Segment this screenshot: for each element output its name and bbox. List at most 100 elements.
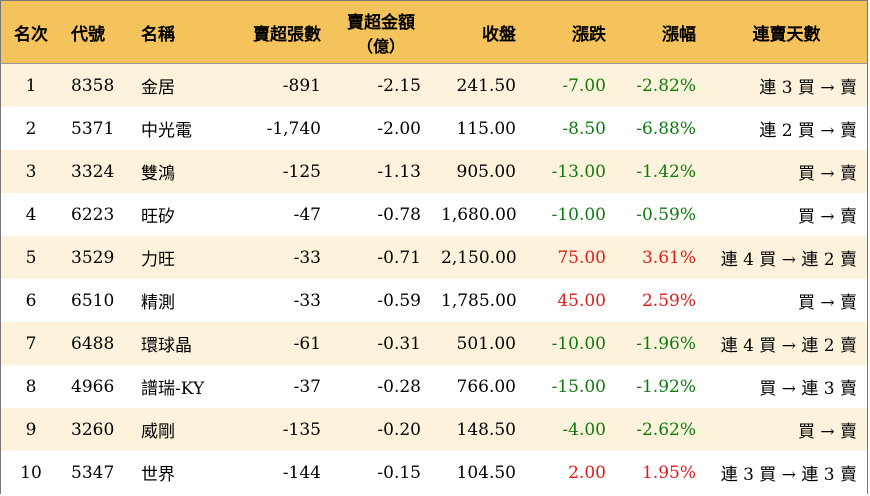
- cell-change-pct: -1.96%: [616, 322, 706, 365]
- cell-streak: 連 2 買 → 賣: [706, 107, 867, 150]
- cell-change: 75.00: [526, 236, 616, 279]
- cell-close: 104.50: [431, 451, 526, 494]
- cell-change-pct: -2.62%: [616, 408, 706, 451]
- cell-rank: 10: [1, 451, 61, 494]
- cell-code: 3260: [61, 408, 131, 451]
- cell-sell-sheets: -135: [226, 408, 331, 451]
- cell-streak: 買 → 賣: [706, 408, 867, 451]
- cell-sell-sheets: -33: [226, 236, 331, 279]
- cell-sell-amount: -1.13: [331, 150, 431, 193]
- cell-code: 3324: [61, 150, 131, 193]
- cell-code: 6488: [61, 322, 131, 365]
- header-sell-amount-line2: （億）: [356, 36, 405, 56]
- cell-rank: 2: [1, 107, 61, 150]
- cell-streak: 連 3 買 → 賣: [706, 63, 867, 107]
- cell-streak: 買 → 賣: [706, 150, 867, 193]
- cell-change: -15.00: [526, 365, 616, 408]
- cell-close: 1,680.00: [431, 193, 526, 236]
- cell-rank: 8: [1, 365, 61, 408]
- cell-streak: 連 4 買 → 連 2 賣: [706, 236, 867, 279]
- cell-change-pct: -2.82%: [616, 63, 706, 107]
- table-row[interactable]: 5 3529 力旺 -33 -0.71 2,150.00 75.00 3.61% 連 4 買 →…: [1, 236, 867, 279]
- cell-change-pct: -1.42%: [616, 150, 706, 193]
- header-sell-sheets[interactable]: 賣超張數: [226, 1, 331, 64]
- cell-rank: 5: [1, 236, 61, 279]
- header-name[interactable]: 名稱: [131, 1, 226, 64]
- cell-sell-sheets: -33: [226, 279, 331, 322]
- cell-streak: 買 → 賣: [706, 193, 867, 236]
- cell-streak: 連 4 買 → 連 2 賣: [706, 322, 867, 365]
- table-row[interactable]: 7 6488 環球晶 -61 -0.31 501.00 -10.00 -1.96% 連 4 買 …: [1, 322, 867, 365]
- cell-sell-amount: -0.71: [331, 236, 431, 279]
- cell-change-pct: 2.59%: [616, 279, 706, 322]
- header-sell-amount-line1: 賣超金額: [347, 12, 415, 33]
- cell-streak: 買 → 連 3 賣: [706, 365, 867, 408]
- cell-rank: 1: [1, 63, 61, 107]
- table-row[interactable]: 6 6510 精測 -33 -0.59 1,785.00 45.00 2.59% 買 → 賣: [1, 279, 867, 322]
- cell-sell-sheets: -47: [226, 193, 331, 236]
- header-streak[interactable]: 連賣天數: [706, 1, 867, 64]
- cell-change-pct: -1.92%: [616, 365, 706, 408]
- cell-code: 6510: [61, 279, 131, 322]
- cell-sell-sheets: -891: [226, 63, 331, 107]
- header-rank[interactable]: 名次: [1, 1, 61, 64]
- table-row[interactable]: 3 3324 雙鴻 -125 -1.13 905.00 -13.00 -1.42% 買 → 賣: [1, 150, 867, 193]
- cell-name: 旺矽: [131, 193, 226, 236]
- cell-streak: 買 → 賣: [706, 279, 867, 322]
- table-row[interactable]: 2 5371 中光電 -1,740 -2.00 115.00 -8.50 -6.88% 連 2 …: [1, 107, 867, 150]
- cell-code: 3529: [61, 236, 131, 279]
- table-row[interactable]: 10 5347 世界 -144 -0.15 104.50 2.00 1.95% 連 3 買 → …: [1, 451, 867, 494]
- cell-sell-amount: -0.15: [331, 451, 431, 494]
- cell-change: -7.00: [526, 63, 616, 107]
- cell-rank: 7: [1, 322, 61, 365]
- cell-change-pct: 1.95%: [616, 451, 706, 494]
- cell-close: 148.50: [431, 408, 526, 451]
- header-sell-amount[interactable]: 賣超金額 （億）: [331, 1, 431, 64]
- cell-name: 金居: [131, 63, 226, 107]
- header-code[interactable]: 代號: [61, 1, 131, 64]
- cell-close: 115.00: [431, 107, 526, 150]
- header-row: 名次 代號 名稱 賣超張數 賣超金額 （億） 收盤 漲跌 漲幅 連賣天數: [1, 1, 867, 64]
- table-row[interactable]: 1 8358 金居 -891 -2.15 241.50 -7.00 -2.82% 連 3 買 →…: [1, 63, 867, 107]
- cell-sell-sheets: -144: [226, 451, 331, 494]
- cell-name: 中光電: [131, 107, 226, 150]
- cell-sell-amount: -0.59: [331, 279, 431, 322]
- cell-close: 241.50: [431, 63, 526, 107]
- cell-rank: 4: [1, 193, 61, 236]
- cell-close: 905.00: [431, 150, 526, 193]
- header-change-pct[interactable]: 漲幅: [616, 1, 706, 64]
- cell-sell-sheets: -37: [226, 365, 331, 408]
- cell-sell-amount: -0.20: [331, 408, 431, 451]
- cell-rank: 9: [1, 408, 61, 451]
- cell-sell-sheets: -125: [226, 150, 331, 193]
- cell-close: 2,150.00: [431, 236, 526, 279]
- cell-name: 世界: [131, 451, 226, 494]
- table-body: 1 8358 金居 -891 -2.15 241.50 -7.00 -2.82% 連 3 買 →…: [1, 63, 867, 494]
- cell-change: 45.00: [526, 279, 616, 322]
- cell-change: -13.00: [526, 150, 616, 193]
- cell-change: -8.50: [526, 107, 616, 150]
- cell-streak: 連 3 買 → 連 3 賣: [706, 451, 867, 494]
- cell-change-pct: -0.59%: [616, 193, 706, 236]
- table-row[interactable]: 9 3260 威剛 -135 -0.20 148.50 -4.00 -2.62% 買 → 賣: [1, 408, 867, 451]
- table-row[interactable]: 8 4966 譜瑞-KY -37 -0.28 766.00 -15.00 -1.92% 買 → …: [1, 365, 867, 408]
- cell-close: 766.00: [431, 365, 526, 408]
- cell-code: 5347: [61, 451, 131, 494]
- cell-change-pct: -6.88%: [616, 107, 706, 150]
- cell-change-pct: 3.61%: [616, 236, 706, 279]
- cell-code: 4966: [61, 365, 131, 408]
- cell-change: -4.00: [526, 408, 616, 451]
- cell-sell-sheets: -61: [226, 322, 331, 365]
- header-close[interactable]: 收盤: [431, 1, 526, 64]
- cell-change: 2.00: [526, 451, 616, 494]
- cell-change: -10.00: [526, 322, 616, 365]
- cell-sell-amount: -0.28: [331, 365, 431, 408]
- cell-sell-sheets: -1,740: [226, 107, 331, 150]
- cell-name: 威剛: [131, 408, 226, 451]
- cell-name: 精測: [131, 279, 226, 322]
- table-row[interactable]: 4 6223 旺矽 -47 -0.78 1,680.00 -10.00 -0.59% 買 → 賣: [1, 193, 867, 236]
- header-change[interactable]: 漲跌: [526, 1, 616, 64]
- cell-rank: 6: [1, 279, 61, 322]
